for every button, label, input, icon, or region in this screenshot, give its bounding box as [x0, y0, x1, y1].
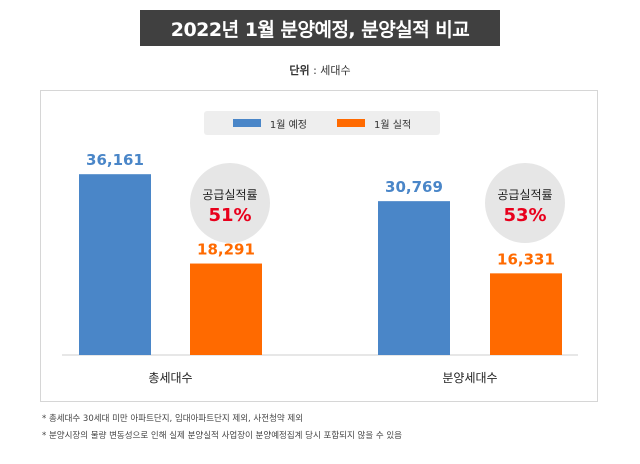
data-label-planned-0: 36,161 [86, 151, 144, 169]
footnote-1: * 총세대수 30세대 미만 아파트단지, 임대아파트단지 제외, 사전청약 제… [42, 414, 304, 424]
unit-key: 단위 [289, 64, 310, 77]
bar-planned-1 [378, 201, 450, 355]
legend-label-planned: 1월 예정 [269, 119, 307, 131]
category-label-0: 총세대수 [148, 371, 192, 385]
unit-label: 단위 : 세대수 [0, 62, 640, 78]
category-label-1: 분양세대수 [442, 371, 497, 385]
data-label-actual-1: 16,331 [497, 250, 555, 268]
chart-title: 2022년 1월 분양예정, 분양실적 비교 [140, 10, 500, 46]
rate-badge-0 [190, 163, 270, 243]
legend-label-actual: 1월 실적 [374, 119, 412, 131]
bar-actual-0 [190, 263, 262, 355]
unit-separator: : [309, 64, 321, 77]
rate-badge-value-0: 51% [208, 205, 251, 226]
footnotes: * 총세대수 30세대 미만 아파트단지, 임대아파트단지 제외, 사전청약 제… [42, 411, 622, 445]
rate-badge-label-0: 공급실적률 [202, 188, 257, 202]
data-label-actual-0: 18,291 [197, 241, 255, 259]
legend-item-actual: 1월 실적 [337, 116, 411, 131]
footnote-2: * 분양시장의 물량 변동성으로 인해 실제 분양실적 사업장이 분양예정집계 … [42, 431, 402, 441]
rate-badge-value-1: 53% [503, 205, 546, 226]
unit-value: 세대수 [320, 64, 351, 77]
legend: 1월 예정 1월 실적 [204, 111, 440, 135]
legend-swatch-planned [232, 119, 261, 127]
rate-badge-1 [485, 163, 565, 243]
bar-actual-1 [490, 273, 562, 355]
rate-badge-label-1: 공급실적률 [497, 188, 552, 202]
legend-item-planned: 1월 예정 [232, 116, 307, 131]
bar-planned-0 [79, 174, 151, 355]
legend-swatch-actual [337, 119, 365, 127]
data-label-planned-1: 30,769 [385, 178, 443, 196]
